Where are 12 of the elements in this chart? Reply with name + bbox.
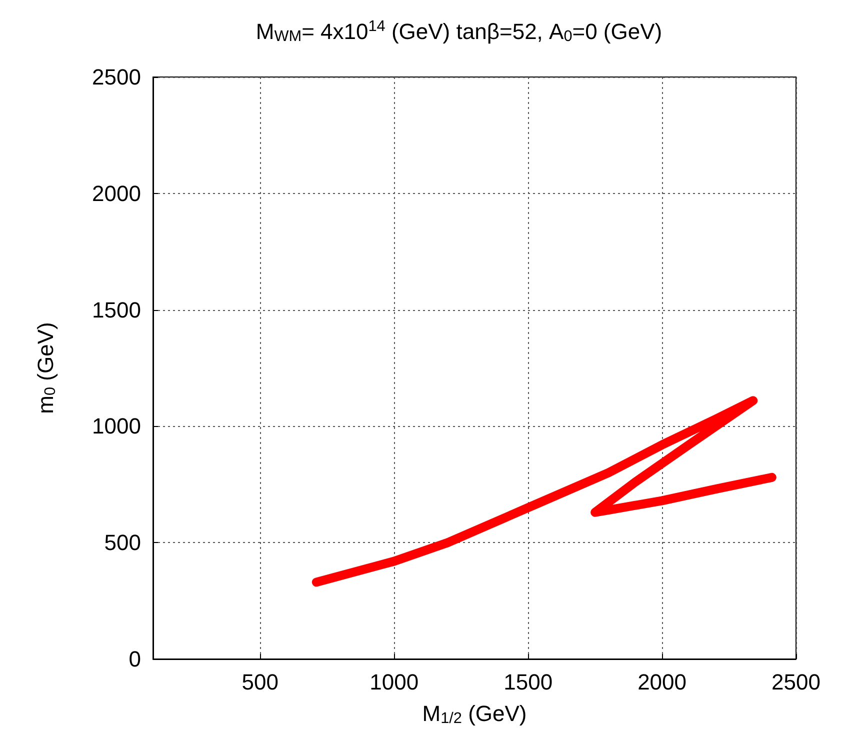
y-tick-label: 2000 [92,180,141,206]
x-tick-label: 2000 [638,670,687,694]
x-tick-label: 1000 [370,670,419,694]
y-tick-label: 1000 [92,414,141,439]
y-tick-label: 500 [104,530,141,556]
y-axis-title: m0 (GeV) [33,322,59,414]
y-tick-label: 1500 [92,297,141,322]
y-tick-label: 2500 [92,64,141,90]
x-tick-label: 1500 [504,670,553,694]
y-tick-label: 0 [128,646,141,672]
x-tick-label: 2500 [772,670,820,694]
x-tick-label: 500 [242,670,279,694]
